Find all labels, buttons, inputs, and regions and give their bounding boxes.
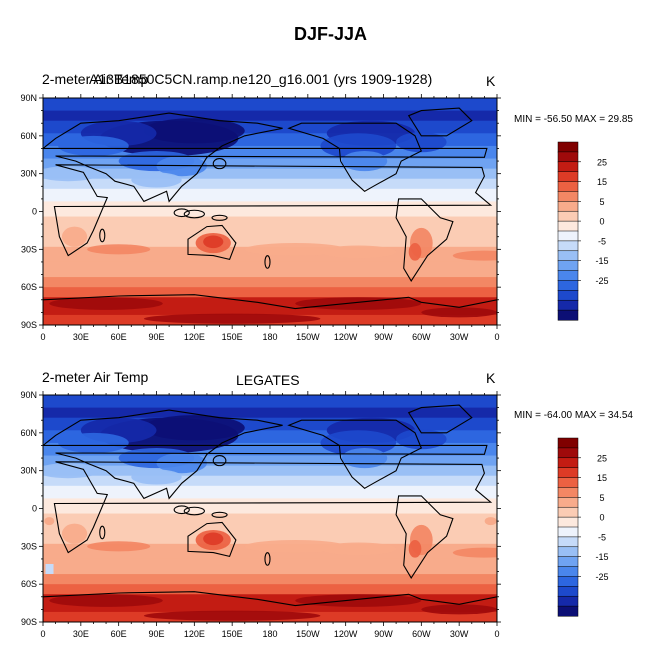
colorbar-box xyxy=(557,576,579,587)
figure-title: DJF-JJA xyxy=(293,24,368,44)
lat-tick-label: 60S xyxy=(21,282,37,292)
colorbar-box xyxy=(557,467,579,479)
colorbar-box xyxy=(557,586,579,597)
lon-tick-label: 0 xyxy=(494,629,499,639)
lat-tick-label: 60N xyxy=(20,428,37,438)
map-model: 0 30E 60E 90E 120E 150E 180 150W 120W 90W 60W 30W 09… xyxy=(20,93,501,342)
colorbar-label: 15 xyxy=(597,473,607,483)
lat-tick-label: 90S xyxy=(21,320,37,330)
lon-tick-label: 120W xyxy=(334,332,358,342)
lon-tick-label: 0 xyxy=(40,332,45,342)
panel-units-label: K xyxy=(486,73,496,89)
lon-tick-label: 120E xyxy=(184,629,205,639)
panel-model: 2-meter Air Temp A13B1850C5CN.ramp.ne120… xyxy=(20,71,633,342)
lon-tick-label: 90W xyxy=(374,629,393,639)
colorbar-label: -5 xyxy=(598,532,606,542)
lon-tick-label: 180 xyxy=(262,332,277,342)
axes: 0 30E 60E 90E 120E 150E 180 150W 120W 90W 60W 30W 09… xyxy=(20,390,501,639)
colorbar-label: -25 xyxy=(595,276,608,286)
panel-units-label: K xyxy=(486,370,496,386)
lon-tick-label: 90E xyxy=(148,629,164,639)
colorbar-box xyxy=(557,516,579,528)
coastline xyxy=(43,404,497,622)
stat-label: MIN = -56.50 MAX = 29.85 xyxy=(514,114,633,125)
colorbar-label: 0 xyxy=(599,217,604,227)
lon-tick-label: 120W xyxy=(334,629,358,639)
colorbar-box xyxy=(557,566,579,577)
colorbar-box xyxy=(557,595,579,607)
lat-tick-label: 90N xyxy=(20,93,37,103)
lon-tick-label: 30W xyxy=(450,332,469,342)
lat-tick-label: 30N xyxy=(20,466,37,476)
colorbar-box xyxy=(557,536,579,548)
colorbar-box xyxy=(557,526,579,538)
lat-tick-label: 0 xyxy=(32,504,37,514)
lat-tick-label: 60S xyxy=(21,579,37,589)
lon-tick-label: 90E xyxy=(148,332,164,342)
panel-left-label: 2-meter Air Temp xyxy=(42,71,149,87)
lon-tick-label: 30E xyxy=(73,332,89,342)
colorbar-label: -5 xyxy=(598,236,606,246)
colorbar-box xyxy=(557,457,579,469)
lat-tick-label: 30N xyxy=(20,169,37,179)
coastline xyxy=(43,107,497,325)
lon-tick-label: 0 xyxy=(494,332,499,342)
colorbar-box xyxy=(557,506,579,518)
panel-left-label: 2-meter Air Temp xyxy=(42,369,149,385)
colorbar-label: -15 xyxy=(595,552,608,562)
colorbar-box xyxy=(557,556,579,568)
colorbar-label: -25 xyxy=(595,572,608,582)
lon-tick-label: 60W xyxy=(412,629,431,639)
lat-tick-label: 90N xyxy=(20,390,37,400)
lat-tick-label: 90S xyxy=(21,617,37,627)
colorbar-box xyxy=(557,437,579,449)
colorbar-label: 0 xyxy=(599,513,604,523)
colorbar-label: 25 xyxy=(597,157,607,167)
colorbar-label: 5 xyxy=(599,493,604,503)
lon-tick-label: 60E xyxy=(111,629,127,639)
lon-tick-label: 60E xyxy=(111,332,127,342)
lon-tick-label: 150W xyxy=(296,629,320,639)
lat-tick-label: 60N xyxy=(20,131,37,141)
lon-tick-label: 150W xyxy=(296,332,320,342)
stat-label: MIN = -64.00 MAX = 34.54 xyxy=(514,410,633,421)
lat-tick-label: 30S xyxy=(21,244,37,254)
colorbar-box xyxy=(557,487,579,498)
lon-tick-label: 60W xyxy=(412,332,431,342)
panel-center-label: A13B1850C5CN.ramp.ne120_g16.001 (yrs 190… xyxy=(89,71,433,87)
lon-tick-label: 120E xyxy=(184,332,205,342)
lon-tick-label: 90W xyxy=(374,332,393,342)
colorbar-box xyxy=(557,477,579,488)
colorbar: 25 15 5 0 -5 -15 -25 xyxy=(557,141,609,321)
map-fill xyxy=(43,395,497,622)
colorbar-label: -15 xyxy=(595,256,608,266)
colorbar-box xyxy=(557,497,579,508)
colorbar-box xyxy=(557,546,579,558)
lon-tick-label: 180 xyxy=(262,629,277,639)
lon-tick-label: 0 xyxy=(40,629,45,639)
lat-tick-label: 30S xyxy=(21,541,37,551)
lat-tick-label: 0 xyxy=(32,207,37,217)
map-fill xyxy=(43,98,497,325)
colorbar-label: 5 xyxy=(599,197,604,207)
colorbar-label: 25 xyxy=(597,453,607,463)
colorbar-box xyxy=(557,447,579,459)
colorbar: 25 15 5 0 -5 -15 -25 xyxy=(557,437,609,617)
lon-tick-label: 30W xyxy=(450,629,469,639)
colorbar-label: 15 xyxy=(597,177,607,187)
axes: 0 30E 60E 90E 120E 150E 180 150W 120W 90W 60W 30W 09… xyxy=(20,93,501,342)
lon-tick-label: 30E xyxy=(73,629,89,639)
colorbar-box xyxy=(557,309,579,321)
lon-tick-label: 150E xyxy=(222,629,243,639)
colorbar-box xyxy=(557,605,579,617)
lon-tick-label: 150E xyxy=(222,332,243,342)
panel-center-label: LEGATES xyxy=(236,372,300,388)
